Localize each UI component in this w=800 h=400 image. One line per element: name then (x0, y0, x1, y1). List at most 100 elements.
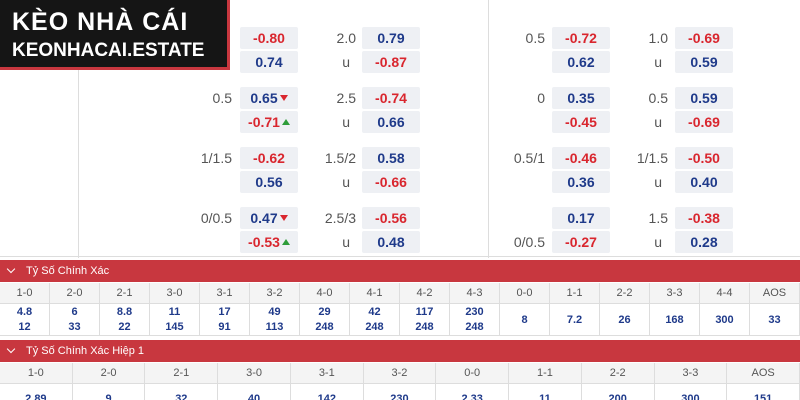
score-odds: 12 (18, 321, 31, 333)
score-header: 3-0 (150, 283, 200, 304)
handicap-line: 0.5/1 (513, 150, 545, 166)
score-odds: 200 (608, 392, 627, 400)
odds-value: 0.74 (255, 54, 283, 70)
odds-value: 0.65 (250, 90, 278, 106)
odds-box: -0.69 (675, 27, 733, 49)
under-label: u (654, 174, 662, 190)
score-odds: 142 (317, 392, 336, 400)
trend-arrow (281, 119, 290, 125)
score-header: 3-2 (363, 363, 437, 384)
score-cell: 6 33 (50, 304, 100, 336)
score-odds: 32 (175, 392, 188, 400)
score-odds: 91 (218, 321, 231, 333)
trend-arrow (279, 215, 288, 221)
score-header: 3-2 (250, 283, 300, 304)
score-odds: 7.2 (566, 313, 583, 326)
section-bar: Tỷ Số Chính Xác Hiệp 1 (0, 340, 800, 362)
score-cell: 230 (364, 384, 437, 400)
odds-box: 0.79 (362, 27, 420, 49)
total-line: 1/1.5 (636, 150, 668, 166)
total-line: 2.5 (336, 90, 356, 106)
score-header: 3-1 (290, 363, 364, 384)
score-odds: 42 (368, 306, 381, 318)
score-odds: 9 (105, 392, 112, 400)
odds-box: 0.62 (552, 51, 610, 73)
score-odds: 8 (521, 313, 528, 326)
score-header: 1-0 (0, 283, 50, 304)
handicap-line: 0 (537, 90, 545, 106)
odds-value: -0.69 (688, 114, 720, 130)
section-bar: Tỷ Số Chính Xác (0, 260, 800, 282)
score-cell: 300 (655, 384, 728, 400)
odds-box: 0.47 (240, 207, 298, 229)
total-line: 0.5 (648, 90, 668, 106)
under-label: u (342, 234, 350, 250)
odds-box: -0.74 (362, 87, 420, 109)
odds-value: -0.53 (248, 234, 280, 250)
score-cell: 2.89 (0, 384, 73, 400)
handicap-line: 0/0.5 (200, 210, 232, 226)
odds-box: -0.80 (240, 27, 298, 49)
score-odds: 26 (618, 313, 631, 326)
score-cell: 11 145 (150, 304, 200, 336)
score-header: 0-0 (500, 283, 550, 304)
score-odds: 151 (753, 392, 773, 400)
score-cell: 17 91 (200, 304, 250, 336)
odds-box: -0.69 (675, 111, 733, 133)
odds-value: 0.66 (377, 114, 405, 130)
score-header: 1-1 (550, 283, 600, 304)
score-header: 4-3 (450, 283, 500, 304)
score-header: 1-0 (0, 363, 73, 384)
score-odds: 2.89 (25, 392, 47, 400)
score-cell: 168 (650, 304, 700, 336)
odds-value: 0.17 (567, 210, 595, 226)
odds-box: -0.72 (552, 27, 610, 49)
odds-box: -0.53 (240, 231, 298, 253)
odds-value: -0.66 (375, 174, 407, 190)
score-odds: 11 (539, 392, 551, 400)
score-cell: 40 (218, 384, 291, 400)
score-header: 3-1 (200, 283, 250, 304)
odds-value: -0.69 (688, 30, 720, 46)
odds-box: 0.56 (240, 171, 298, 193)
under-label: u (654, 234, 662, 250)
under-label: u (342, 54, 350, 70)
odds-value: 0.56 (255, 174, 283, 190)
odds-box: 0.40 (675, 171, 733, 193)
score-header: 3-3 (650, 283, 700, 304)
score-header: 2-2 (600, 283, 650, 304)
odds-box: 0.59 (675, 87, 733, 109)
odds-box: -0.38 (675, 207, 733, 229)
score-odds: 248 (415, 321, 434, 333)
logo-domain: KEONHACAI.ESTATE (12, 40, 205, 61)
score-header: 4-4 (700, 283, 750, 304)
score-header: 3-3 (654, 363, 728, 384)
score-header: 3-0 (218, 363, 291, 384)
under-label: u (342, 174, 350, 190)
odds-value: -0.62 (253, 150, 285, 166)
odds-box: -0.27 (552, 231, 610, 253)
odds-box: -0.87 (362, 51, 420, 73)
score-odds: 4.8 (16, 306, 33, 318)
odds-box: -0.62 (240, 147, 298, 169)
score-odds: 300 (715, 313, 734, 326)
handicap-line: 1/1.5 (200, 150, 232, 166)
score-cell: 9 (73, 384, 146, 400)
score-cell: 142 (291, 384, 364, 400)
odds-value: 0.59 (690, 90, 718, 106)
divider (0, 256, 800, 257)
score-header: AOS (727, 363, 800, 384)
chevron (6, 344, 16, 354)
score-odds: 6 (71, 306, 78, 318)
total-line: 2.5/3 (324, 210, 356, 226)
odds-box: -0.46 (552, 147, 610, 169)
under-label: u (654, 54, 662, 70)
odds-value: 0.59 (690, 54, 718, 70)
trend-arrow (281, 239, 290, 245)
score-header: 2-1 (145, 363, 219, 384)
odds-box: 0.17 (552, 207, 610, 229)
odds-value: -0.87 (375, 54, 407, 70)
score-cell: 42 248 (350, 304, 400, 336)
score-cell: 300 (700, 304, 750, 336)
score-odds: 145 (165, 321, 184, 333)
